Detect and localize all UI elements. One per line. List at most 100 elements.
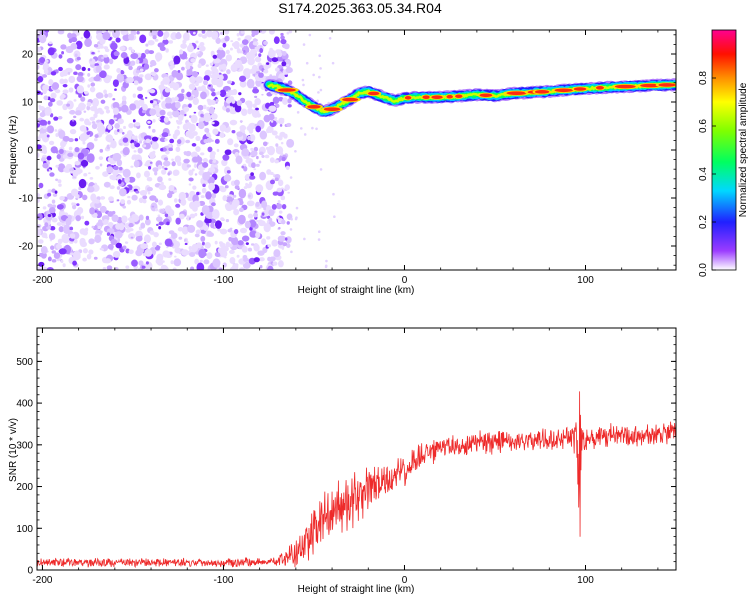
noise-point — [55, 164, 59, 168]
noise-point — [236, 131, 243, 137]
noise-point — [148, 165, 152, 170]
noise-point — [70, 188, 79, 197]
noise-point — [209, 62, 214, 66]
noise-point — [77, 72, 84, 77]
noise-point — [274, 173, 281, 179]
noise-point — [233, 143, 239, 148]
noise-point — [131, 213, 138, 220]
noise-point — [266, 236, 271, 240]
noise-point — [46, 192, 52, 197]
noise-point — [86, 142, 95, 150]
noise-point — [185, 139, 191, 144]
noise-point — [91, 123, 98, 130]
noise-point — [213, 58, 221, 64]
noise-point — [113, 107, 120, 115]
snr-y-tick-label: 0 — [27, 566, 33, 577]
noise-point — [173, 198, 178, 203]
signal-hotspot — [595, 85, 604, 90]
colorbar-tick-label: 0.4 — [698, 167, 709, 181]
noise-point — [202, 171, 210, 181]
noise-point — [47, 203, 53, 208]
noise-point — [147, 191, 151, 195]
noise-point — [214, 220, 222, 229]
noise-point — [227, 243, 233, 248]
noise-point — [254, 99, 259, 104]
noise-point — [106, 166, 114, 174]
noise-point — [38, 133, 46, 139]
noise-point — [122, 137, 129, 143]
noise-point — [83, 104, 86, 107]
noise-point — [240, 30, 245, 34]
noise-point — [51, 217, 58, 223]
noise-point — [268, 209, 275, 217]
noise-point — [280, 32, 284, 36]
noise-point — [202, 183, 206, 188]
noise-point — [286, 138, 295, 148]
noise-point — [286, 221, 290, 225]
noise-point — [212, 258, 221, 268]
noise-point — [249, 68, 257, 74]
noise-point — [149, 64, 153, 68]
noise-point — [59, 78, 65, 85]
noise-point — [189, 252, 196, 257]
noise-point — [120, 104, 129, 113]
noise-point — [272, 261, 278, 266]
noise-point — [61, 233, 69, 243]
noise-point — [178, 49, 184, 55]
noise-point — [118, 120, 122, 123]
snr-y-label: SNR (10 * v/v) — [8, 418, 19, 482]
noise-point — [195, 40, 199, 44]
colorbar-tick-label: 0.8 — [698, 71, 709, 85]
noise-point — [241, 235, 250, 242]
noise-point — [110, 175, 118, 181]
noise-point — [190, 58, 196, 63]
colorbar-tick-label: 0.2 — [698, 215, 709, 229]
noise-point — [47, 47, 55, 56]
noise-point — [37, 193, 41, 198]
noise-point — [197, 121, 205, 130]
noise-point — [196, 262, 205, 270]
noise-point — [149, 230, 155, 235]
noise-point — [192, 97, 199, 106]
noise-point — [246, 200, 255, 207]
noise-point — [173, 255, 177, 258]
noise-point — [227, 228, 233, 233]
noise-point — [100, 196, 106, 200]
noise-point — [250, 172, 254, 176]
noise-point — [192, 31, 196, 35]
noise-point — [104, 131, 109, 135]
noise-point — [208, 167, 216, 173]
noise-point — [191, 243, 199, 253]
noise-point — [274, 67, 280, 72]
noise-point — [262, 141, 268, 147]
noise-point — [273, 116, 278, 121]
noise-point — [135, 190, 140, 194]
noise-point — [185, 64, 191, 70]
noise-point — [227, 138, 234, 146]
noise-point — [174, 129, 181, 136]
noise-point — [122, 205, 127, 209]
noise-point — [255, 201, 260, 207]
noise-point — [88, 238, 95, 245]
noise-point — [131, 259, 138, 267]
noise-point — [220, 217, 225, 221]
noise-point — [164, 238, 173, 247]
noise-point — [59, 95, 65, 100]
noise-point — [163, 116, 169, 123]
noise-point — [102, 171, 109, 177]
noise-point — [97, 50, 101, 53]
noise-point — [261, 238, 267, 245]
noise-point — [83, 30, 91, 39]
noise-point — [244, 175, 250, 181]
noise-point — [59, 195, 65, 201]
noise-point — [65, 217, 72, 226]
noise-point — [195, 146, 199, 150]
noise-point — [68, 106, 72, 110]
noise-point — [286, 63, 289, 67]
noise-point — [144, 218, 151, 226]
noise-point — [172, 110, 180, 118]
noise-point — [318, 54, 321, 58]
noise-point — [201, 241, 205, 246]
noise-point — [218, 241, 223, 245]
noise-point — [257, 206, 262, 209]
